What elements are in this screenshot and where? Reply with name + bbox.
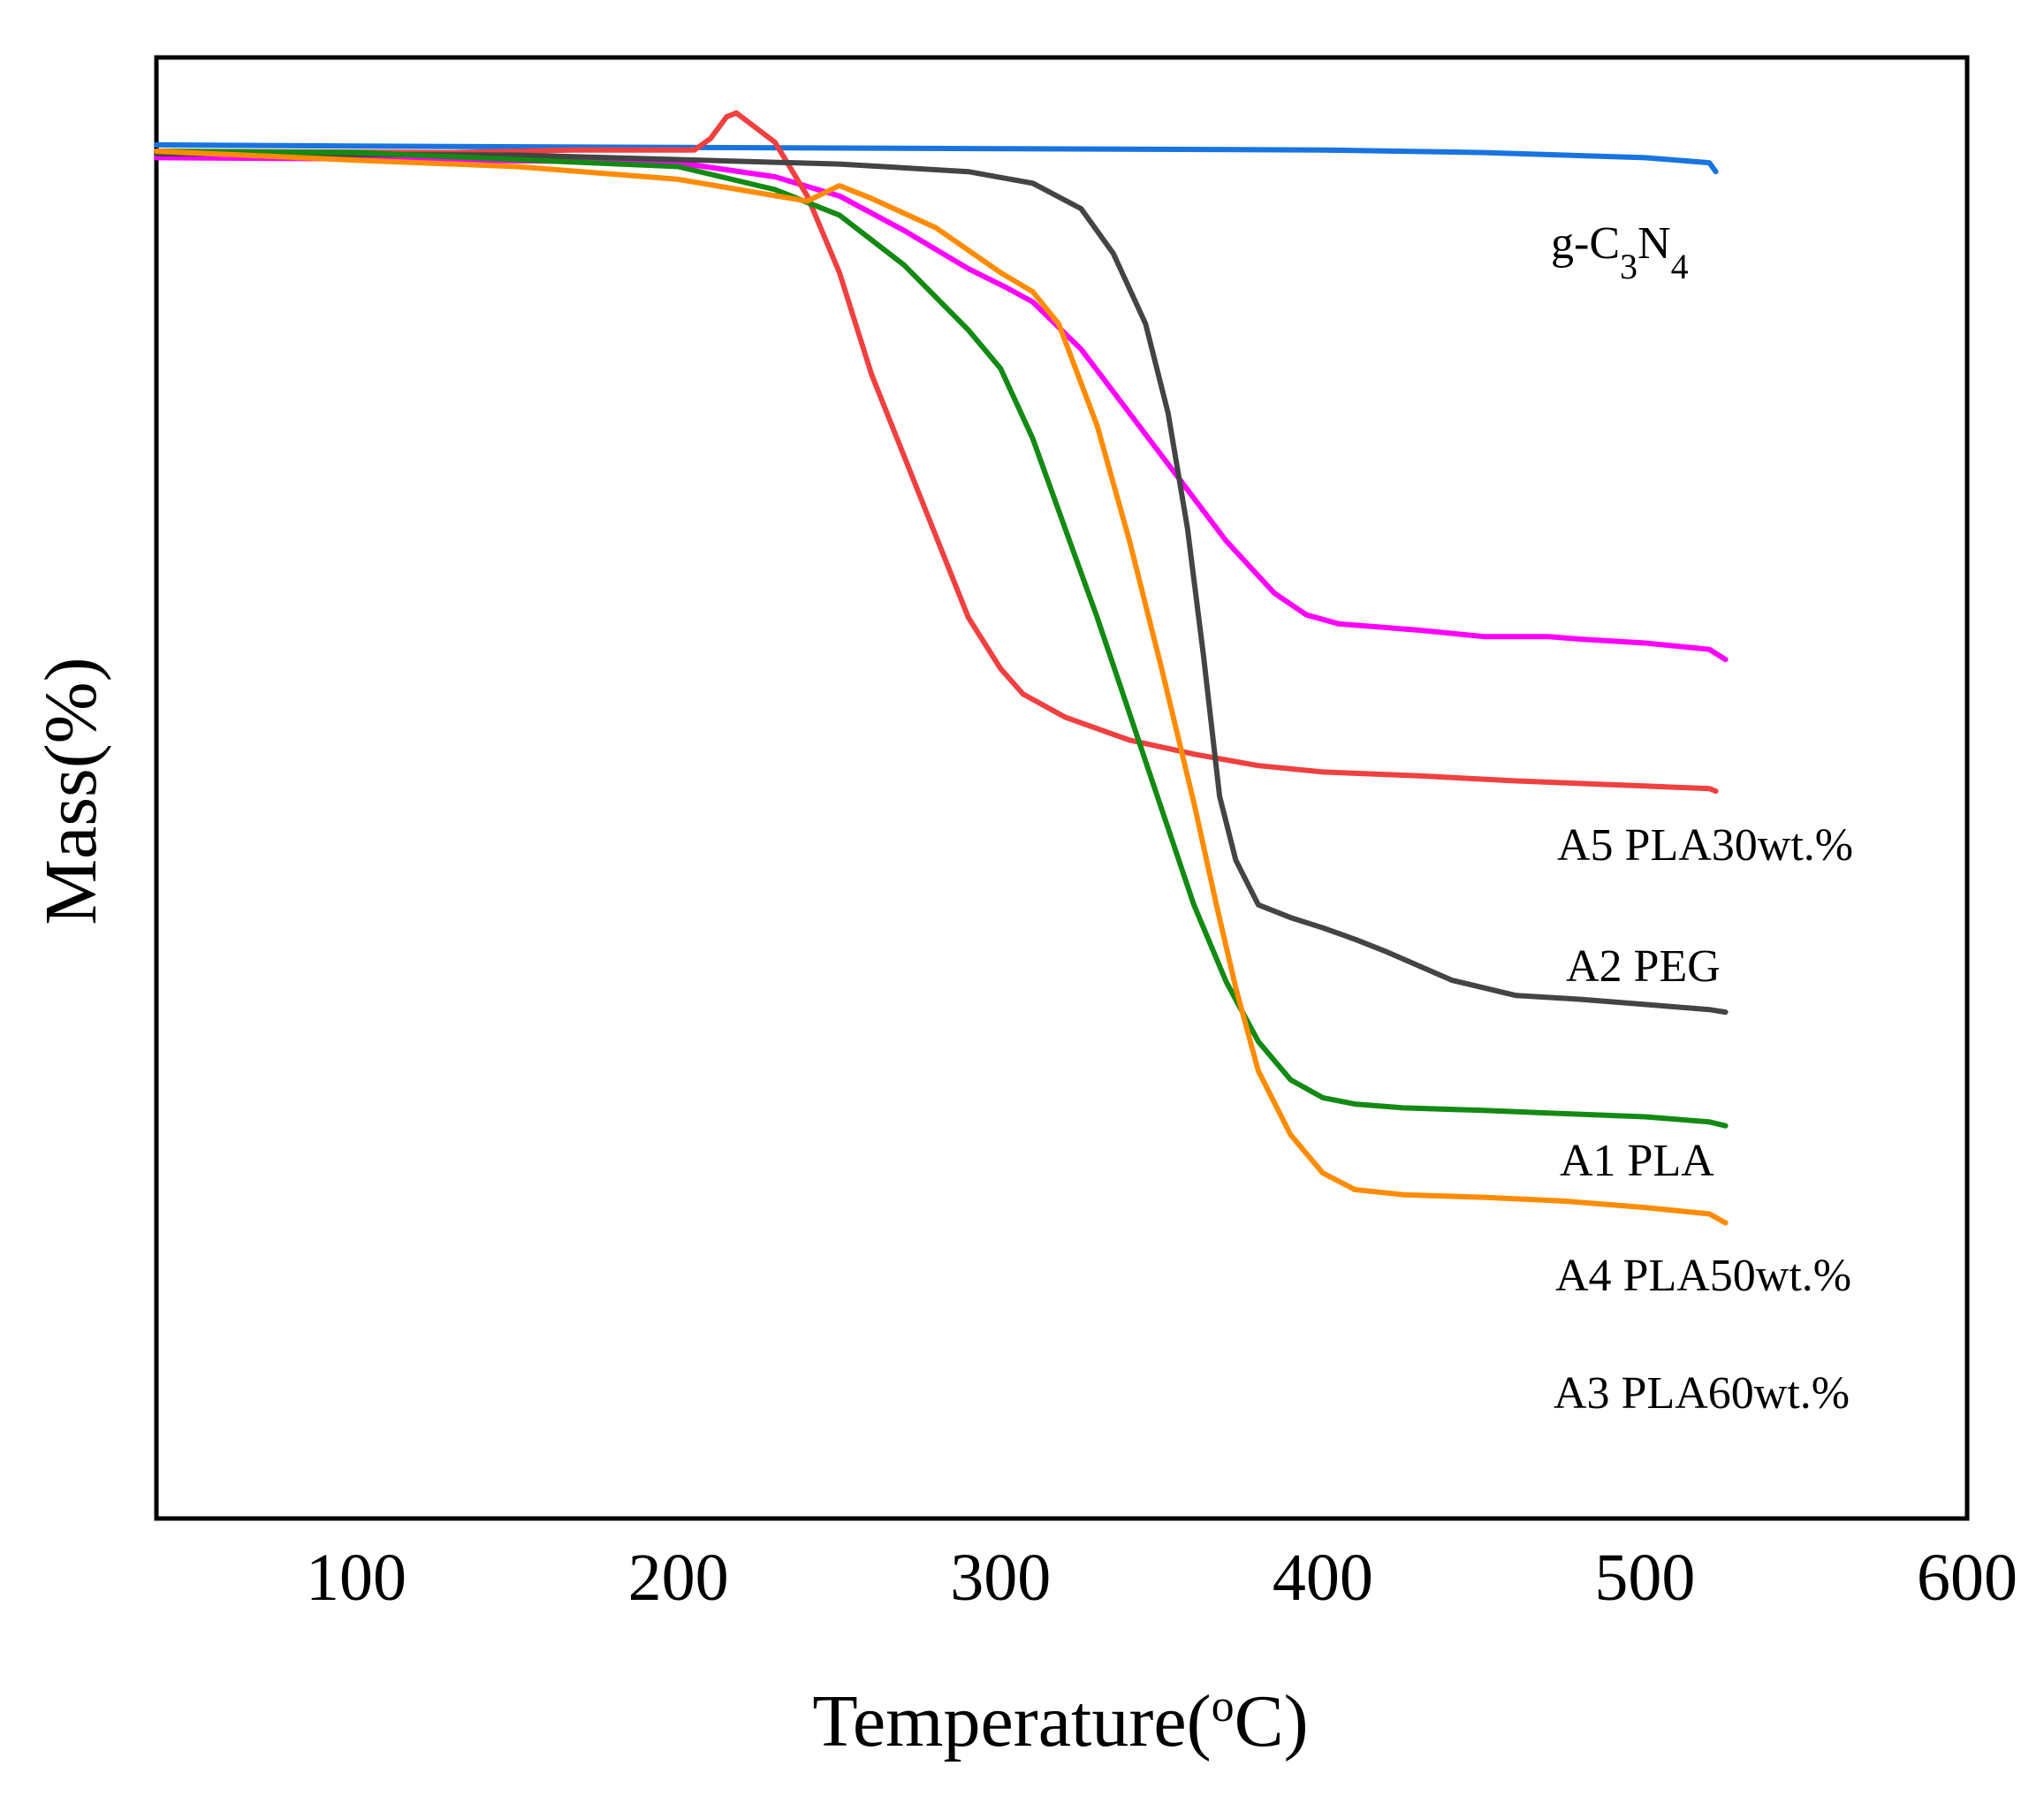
x-tick-label: 500: [1594, 1541, 1695, 1615]
x-tick-label: 200: [628, 1541, 729, 1615]
plot-frame: [154, 55, 1970, 1521]
series-label-0: g-C3N4: [1551, 218, 1689, 286]
series-line-0: [154, 141, 1719, 175]
series-line-5: [154, 148, 1729, 1226]
series-labels: g-C3N4 A5 PLA30wt.% A2 PEG A1 PLA A4 PLA50wt…: [1551, 218, 1853, 1419]
series-label-4: A4 PLA50wt.%: [1555, 1251, 1851, 1301]
x-tick-label: 300: [950, 1541, 1051, 1615]
y-axis-title: Mass(%): [30, 657, 112, 925]
series-label-5: A3 PLA60wt.%: [1554, 1368, 1850, 1419]
x-tick-label: 600: [1917, 1541, 2017, 1615]
x-tick-label: 100: [306, 1541, 407, 1615]
series-line-3: [154, 151, 1729, 1016]
series-label-2: A2 PEG: [1566, 941, 1721, 992]
series-label-3: A1 PLA: [1560, 1136, 1714, 1186]
x-tick-labels: 100 200 300 400 500 600: [306, 1541, 2017, 1615]
x-tick-label: 400: [1273, 1541, 1373, 1615]
series-line-4: [154, 148, 1729, 1129]
series-lines: [154, 110, 1729, 1226]
series-label-1: A5 PLA30wt.%: [1557, 820, 1853, 871]
series-line-2: [154, 110, 1719, 795]
x-axis-title: Temperature(oC): [812, 1680, 1308, 1762]
